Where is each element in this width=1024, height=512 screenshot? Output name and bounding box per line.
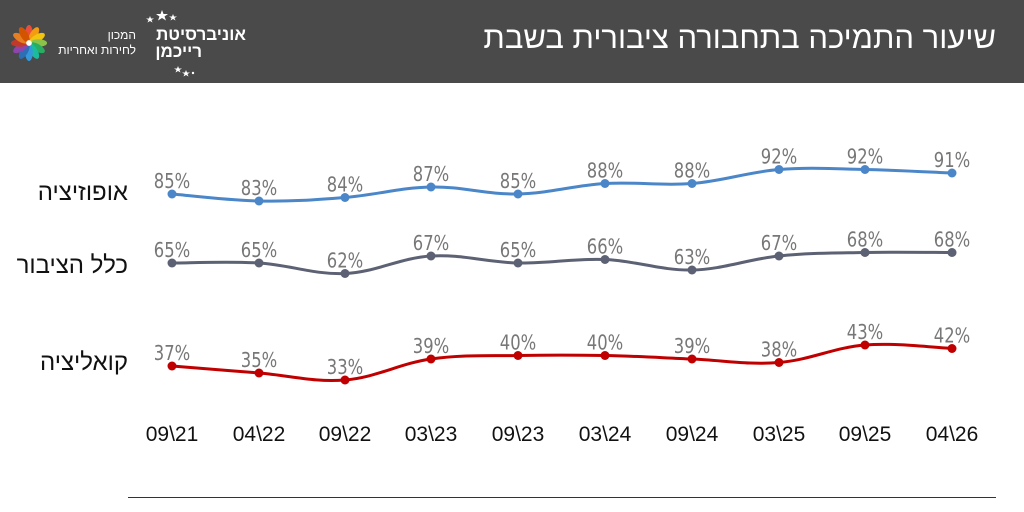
- data-point: [600, 179, 610, 188]
- x-tick-label: 09\24: [666, 423, 719, 446]
- series-line-2: [171, 342, 953, 382]
- data-point: [687, 265, 697, 275]
- data-label: 84%: [327, 174, 363, 197]
- header-bar: המכון לחירות ואחריות אוניברסיטת רייכמן ש…: [0, 0, 1024, 83]
- data-point: [340, 269, 350, 278]
- institute-name-line2: לחירות ואחריות: [58, 43, 136, 57]
- data-point: [774, 358, 784, 367]
- data-label: 91%: [934, 150, 970, 173]
- data-label: 63%: [674, 247, 710, 270]
- university-name-line2: רייכמן: [155, 42, 202, 61]
- x-tick-label: 09\22: [319, 423, 372, 446]
- data-labels-layer: 85% 83% 84% 87% 85% 88% 88% 92% 92% 91% 65% 65% 62% 6…: [154, 146, 970, 379]
- series-label-general-public: כלל הציבור: [16, 252, 128, 279]
- data-point: [426, 251, 436, 261]
- data-label: 38%: [761, 339, 797, 362]
- x-tick-label: 04\26: [926, 423, 979, 446]
- data-point: [600, 351, 610, 360]
- institute-logo-icon: [10, 24, 48, 62]
- data-label: 88%: [674, 160, 710, 183]
- data-label: 33%: [327, 357, 363, 380]
- page-title: שיעור התמיכה בתחבורה ציבורית בשבת: [483, 20, 996, 55]
- x-tick-label: 03\24: [579, 423, 632, 446]
- x-tick-label: 04\22: [233, 423, 286, 446]
- data-label: 40%: [587, 332, 623, 355]
- data-point: [774, 251, 784, 261]
- data-label: 43%: [847, 322, 883, 345]
- x-tick-label: 03\23: [405, 423, 458, 446]
- series-label-opposition: אופוזיציה: [37, 179, 128, 206]
- data-point: [860, 340, 870, 350]
- data-point: [513, 189, 523, 199]
- data-point: [947, 344, 957, 353]
- data-label: 92%: [847, 146, 883, 169]
- data-point: [687, 179, 697, 188]
- data-label: 65%: [241, 240, 277, 263]
- data-label: 65%: [500, 240, 536, 263]
- data-point: [513, 351, 523, 360]
- data-point: [947, 168, 957, 178]
- data-point: [860, 248, 870, 257]
- x-tick-label: 09\25: [839, 423, 892, 446]
- data-label: 85%: [154, 171, 190, 194]
- data-label: 66%: [587, 236, 623, 259]
- data-label: 67%: [413, 233, 449, 256]
- data-label: 68%: [847, 229, 883, 252]
- institute-name-line1: המכון: [107, 28, 136, 42]
- data-point: [254, 258, 264, 268]
- data-point: [600, 255, 610, 264]
- data-point: [340, 193, 350, 202]
- data-label: 83%: [241, 178, 277, 201]
- x-tick-label: 09\21: [146, 423, 199, 446]
- data-point: [774, 165, 784, 174]
- data-point: [340, 375, 350, 385]
- x-tick-label: 09\23: [492, 423, 545, 446]
- series-line-1: [171, 250, 953, 276]
- data-label: 35%: [241, 350, 277, 373]
- data-point: [947, 248, 957, 257]
- data-label: 42%: [934, 325, 970, 348]
- x-tick-labels-layer: 09\21 04\22 09\22 03\23 09\23 03\24 09\24 03\25…: [146, 423, 979, 446]
- data-label: 68%: [934, 229, 970, 252]
- bottom-divider: [128, 497, 996, 498]
- line-chart: 85% 83% 84% 87% 85% 88% 88% 92% 92% 91% 65% 65% 62% 6…: [146, 146, 979, 446]
- series-label-coalition: קואליציה: [40, 349, 128, 376]
- data-label: 62%: [327, 250, 363, 273]
- data-label: 65%: [154, 240, 190, 263]
- series-line-0: [171, 166, 953, 203]
- data-label: 67%: [761, 233, 797, 256]
- data-point: [860, 165, 870, 174]
- data-label: 88%: [587, 160, 623, 183]
- data-label: 37%: [154, 343, 190, 366]
- data-label: 87%: [413, 164, 449, 187]
- data-point: [167, 258, 177, 268]
- data-point: [426, 182, 436, 192]
- data-label: 39%: [674, 336, 710, 359]
- data-point: [687, 354, 697, 364]
- data-label: 40%: [500, 332, 536, 355]
- series-layer: [167, 165, 957, 385]
- university-stars-icon: [146, 10, 195, 77]
- data-label: 85%: [500, 171, 536, 194]
- x-tick-label: 03\25: [753, 423, 806, 446]
- data-point: [426, 354, 436, 364]
- data-point: [254, 196, 264, 206]
- data-label: 92%: [761, 146, 797, 169]
- university-name-line1: אוניברסיטת: [156, 25, 246, 44]
- data-point: [167, 189, 177, 199]
- data-point: [513, 258, 523, 268]
- data-point: [254, 368, 264, 378]
- data-point: [167, 361, 177, 371]
- data-label: 39%: [413, 336, 449, 359]
